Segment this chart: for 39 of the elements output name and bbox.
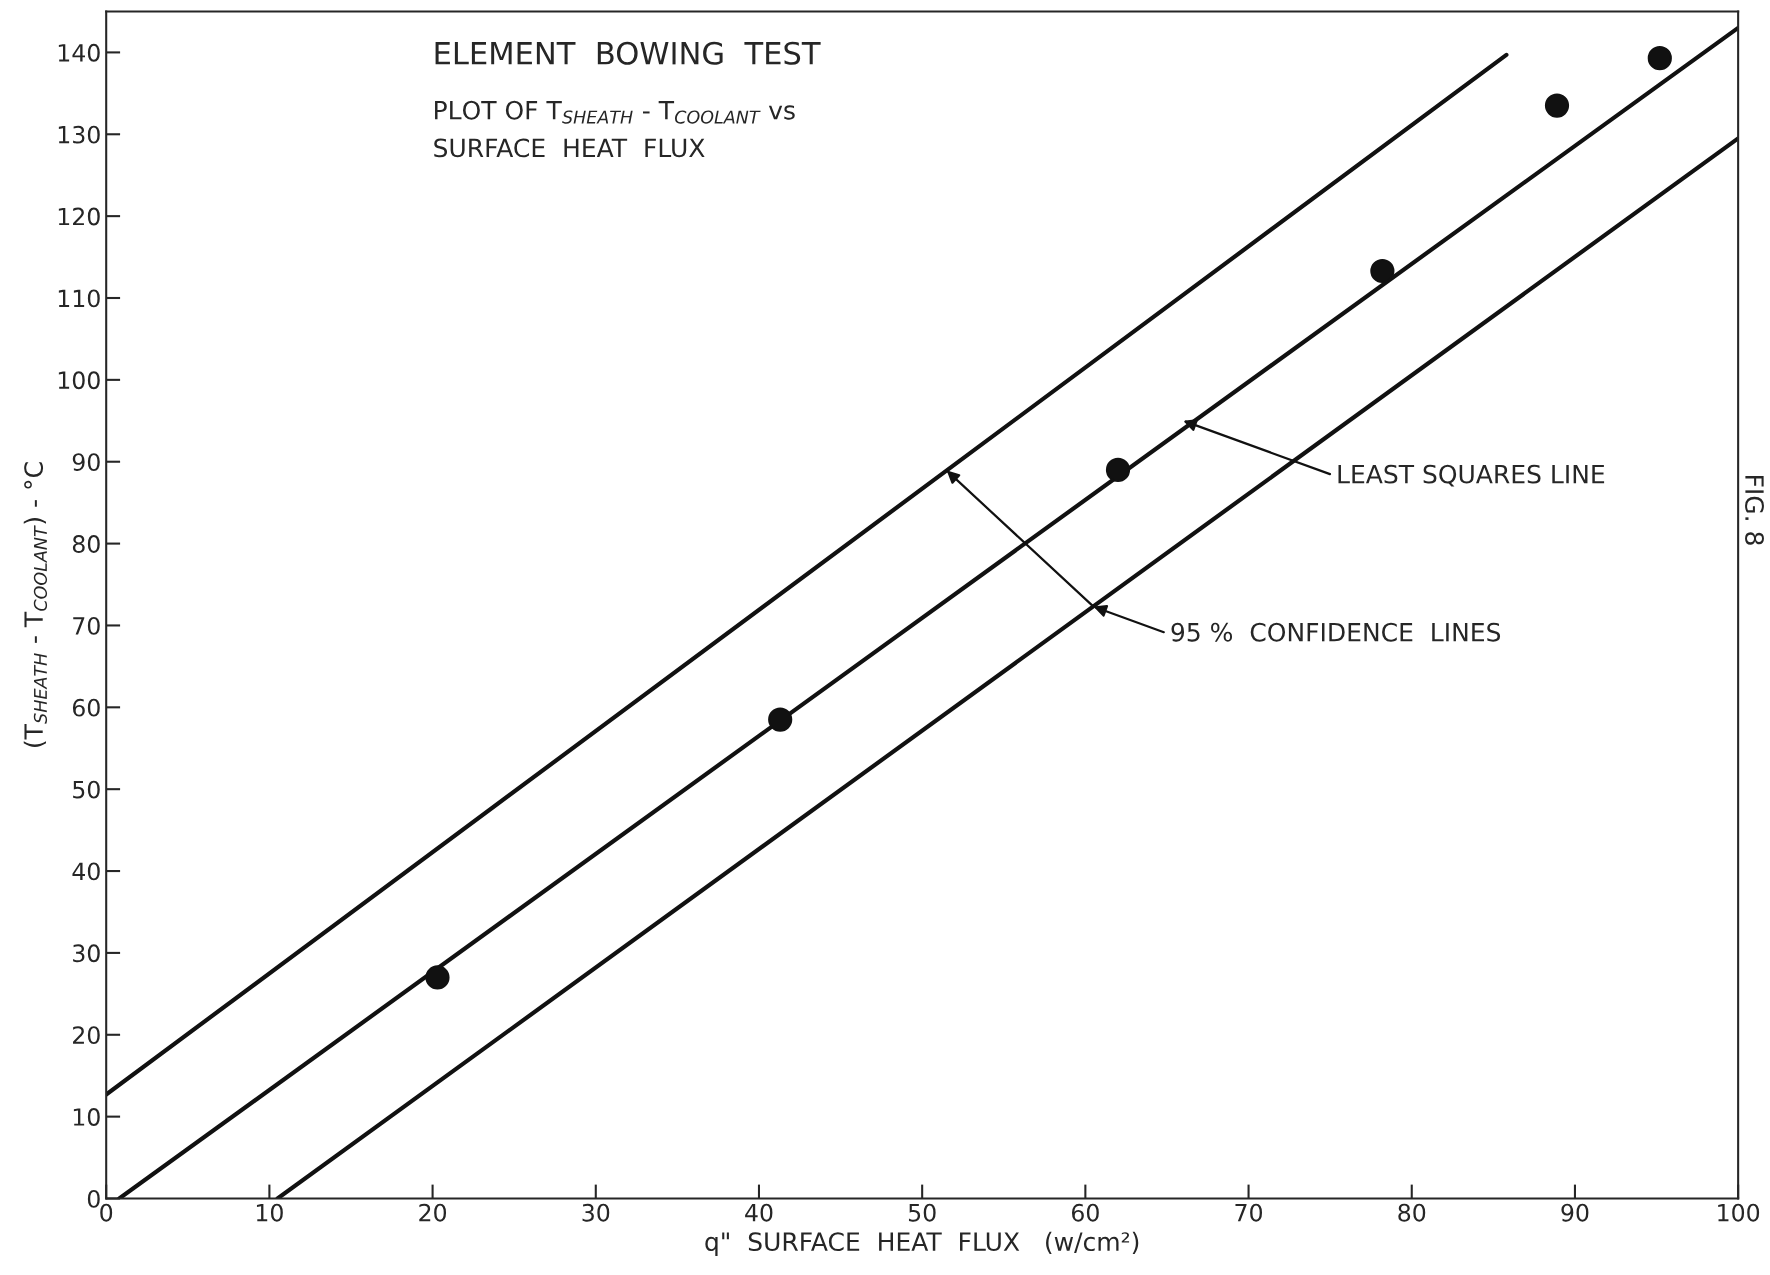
x-tick-label: 60: [1071, 1203, 1099, 1222]
point: [425, 965, 450, 990]
y-tick-label: 0: [87, 1189, 100, 1208]
y-tick-label: 50: [73, 780, 100, 799]
point: [1370, 258, 1395, 284]
text: ELEMENT BOWING TEST: [435, 41, 821, 65]
y-tick-label: 110: [58, 289, 100, 308]
text: PLOT OF T$_{SHEATH}$ - T$_{COOLANT}$ vs SURFACE HEAT FLUX: [434, 100, 795, 158]
x-tick-label: 30: [582, 1203, 610, 1222]
x-tick-label: 20: [419, 1203, 447, 1222]
y-tick-label: 90: [72, 453, 100, 472]
y-tick-label: 80: [72, 535, 100, 553]
x-tick-label: 40: [745, 1203, 773, 1222]
y-tick-label: 60: [72, 698, 100, 717]
y-axis-title: (T$_{SHEATH}$ - T$_{COOLANT}$) - °C: [23, 462, 48, 747]
x-tick-label: 50: [908, 1203, 936, 1222]
y-tick-label: 130: [58, 125, 100, 144]
caption: FIG. 8: [1745, 475, 1764, 545]
x-tick-label: 10: [256, 1203, 283, 1222]
y-tick-label: 70: [73, 616, 100, 635]
y-tick-label: 120: [58, 207, 100, 226]
y-tick-label: 40: [72, 862, 100, 881]
x-tick-label: 80: [1398, 1203, 1426, 1222]
y-tick-label: 10: [73, 1108, 100, 1126]
x-tick-label: 90: [1561, 1203, 1589, 1222]
y-tick-label: 20: [73, 1026, 100, 1045]
y-tick-label: 140: [58, 43, 100, 62]
x-tick-label: 70: [1235, 1203, 1263, 1222]
point: [768, 707, 793, 732]
x-tick-label: 100: [1718, 1203, 1760, 1222]
x-axis-title: q" SURFACE HEAT FLUX (w/cm²): [705, 1231, 1139, 1256]
point: [1105, 457, 1131, 483]
point: [1647, 46, 1672, 71]
y-tick-label: 30: [73, 944, 100, 963]
y-tick-label: 100: [58, 371, 100, 390]
annotation: 95 % CONFIDENCE LINES: [1171, 622, 1501, 642]
annotation: LEAST SQUARES LINE: [1338, 464, 1605, 487]
x-tick-label: 0: [100, 1203, 113, 1222]
point: [1544, 93, 1570, 118]
